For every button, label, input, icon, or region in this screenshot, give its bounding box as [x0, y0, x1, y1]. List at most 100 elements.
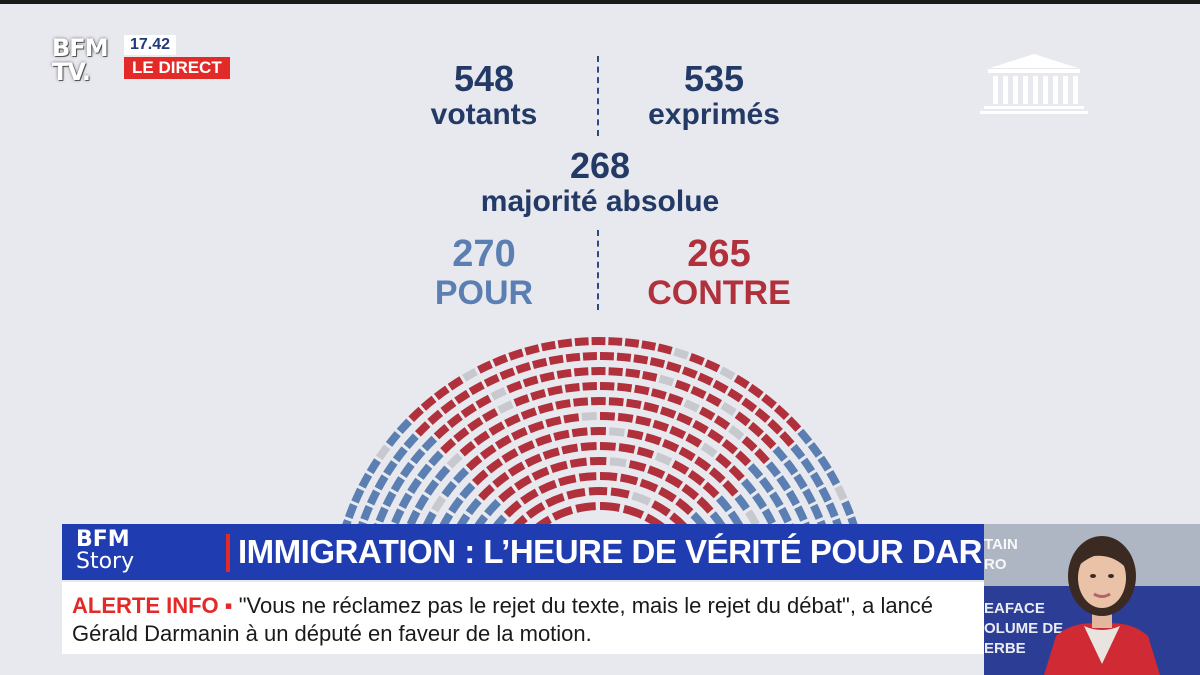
hemicycle-seat [571, 427, 588, 438]
hemicycle-seat [741, 397, 758, 413]
hemicycle-seat [441, 480, 457, 498]
bfmtv-logo: BFM TV. [52, 34, 120, 90]
hemicycle-seat [503, 500, 522, 518]
hemicycle-seat [793, 473, 808, 490]
hemicycle-seat [468, 381, 485, 396]
hemicycle-seat [678, 446, 696, 462]
hemicycle-seat [551, 506, 574, 521]
hemicycle-seat [513, 394, 530, 407]
hemicycle-seat [465, 497, 482, 516]
hemicycle-seat [779, 431, 795, 447]
hemicycle-seat [446, 413, 463, 429]
hemicycle-seat [497, 400, 514, 414]
hemicycle-seat [573, 367, 589, 377]
hemicycle-seat [785, 416, 802, 432]
contre-stat: 265 CONTRE [624, 234, 814, 312]
hemicycle-seat [578, 472, 597, 482]
hemicycle-seat [599, 472, 618, 482]
divider-top [597, 56, 599, 136]
hemicycle-seat [671, 460, 690, 475]
hemicycle-seat [527, 420, 545, 434]
hemicycle-seat [530, 389, 547, 401]
hemicycle-seat [634, 384, 650, 396]
hemicycle-seat [683, 399, 700, 413]
headline-title: IMMIGRATION : L’HEURE DE VÉRITÉ POUR DAR… [238, 533, 1088, 570]
exprimes-stat: 535 exprimés [624, 60, 804, 132]
hemicycle-seat [424, 479, 440, 496]
hemicycle-seat [734, 494, 750, 512]
hemicycle-seat [360, 505, 373, 521]
bfm-story-logo-line1: BFM [76, 527, 130, 552]
hemicycle-seat [375, 444, 391, 461]
hemicycle-seat [427, 409, 444, 425]
hemicycle-seat [366, 458, 381, 475]
hemicycle-seat [745, 509, 760, 527]
hemicycle-seat [617, 412, 634, 423]
hemicycle-seat [390, 476, 405, 493]
guest-video-feed: TAIN RO EAFACE OLUME DE ERBE [984, 524, 1200, 675]
hemicycle-seat [681, 483, 700, 501]
hemicycle-seat [790, 443, 806, 460]
hemicycle-seat [520, 407, 538, 420]
majorite-stat: 268 majorité absolue [420, 147, 780, 219]
hemicycle-seat [767, 419, 783, 435]
hemicycle-seat [727, 388, 744, 403]
live-badge: LE DIRECT [124, 57, 230, 79]
hemicycle-seat [531, 466, 550, 481]
hemicycle-seat [826, 470, 841, 486]
hemicycle-seat [537, 402, 554, 415]
hemicycle-seat [797, 428, 813, 445]
hemicycle-seat [517, 440, 536, 454]
hemicycle-seat [675, 497, 694, 516]
contre-label: CONTRE [647, 274, 791, 312]
hemicycle-seat [647, 465, 666, 480]
hemicycle-seat [664, 473, 683, 489]
hemicycle-seat [609, 457, 627, 468]
hemicycle-seat [700, 442, 718, 458]
hemicycle-seat [454, 389, 471, 405]
hemicycle-seat [641, 370, 658, 382]
hemicycle-seat [641, 340, 657, 351]
hemicycle-seat [741, 436, 758, 452]
hemicycle-seat [635, 415, 652, 427]
hemicycle-seat [410, 448, 426, 465]
hemicycle-seat [619, 473, 639, 486]
hemicycle-seat [707, 428, 724, 444]
hemicycle-seat [658, 486, 677, 503]
hemicycle-seat [366, 489, 381, 506]
hemicycle-seat [548, 354, 564, 366]
hemicycle-seat [754, 407, 771, 423]
hemicycle-seat [728, 425, 745, 441]
hemicycle-seat [618, 443, 636, 454]
hemicycle-seat [772, 446, 788, 462]
news-ticker: ALERTE INFO ▪ "Vous ne réclamez pas le r… [62, 582, 984, 654]
hemicycle-seat [490, 514, 508, 528]
hemicycle-seat [473, 430, 491, 446]
hemicycle-seat [690, 385, 707, 399]
hemicycle-seat [673, 347, 689, 360]
hemicycle-seat [545, 493, 565, 508]
hemicycle-seat [580, 442, 597, 452]
hemicycle-seat [524, 453, 543, 468]
hemicycle-seat [399, 461, 415, 478]
hemicycle-seat [547, 385, 563, 396]
hemicycle-seat [712, 379, 729, 394]
hemicycle-seat [391, 508, 405, 525]
hemicycle-seat [748, 421, 764, 438]
hemicycle-seat [697, 372, 714, 386]
hemicycle-seat [385, 431, 401, 447]
hemicycle-seat [628, 460, 647, 472]
hemicycle-seat [841, 500, 854, 517]
alert-info-text: "Vous ne réclamez pas le rejet du texte,… [72, 593, 934, 646]
hemicycle-seat [382, 491, 397, 508]
votants-stat: 548 votants [404, 60, 564, 132]
hemicycle-seat [383, 460, 398, 477]
hemicycle-seat [692, 420, 709, 435]
guest-backdrop-text-4: OLUME DE [984, 620, 1064, 637]
hemicycle-seat [636, 446, 655, 459]
hemicycle-seat [658, 374, 675, 387]
hemicycle-seat [825, 502, 839, 519]
hemicycle-seat [694, 456, 712, 472]
hemicycle-seat [617, 382, 633, 393]
hemicycle-seat [542, 447, 560, 460]
